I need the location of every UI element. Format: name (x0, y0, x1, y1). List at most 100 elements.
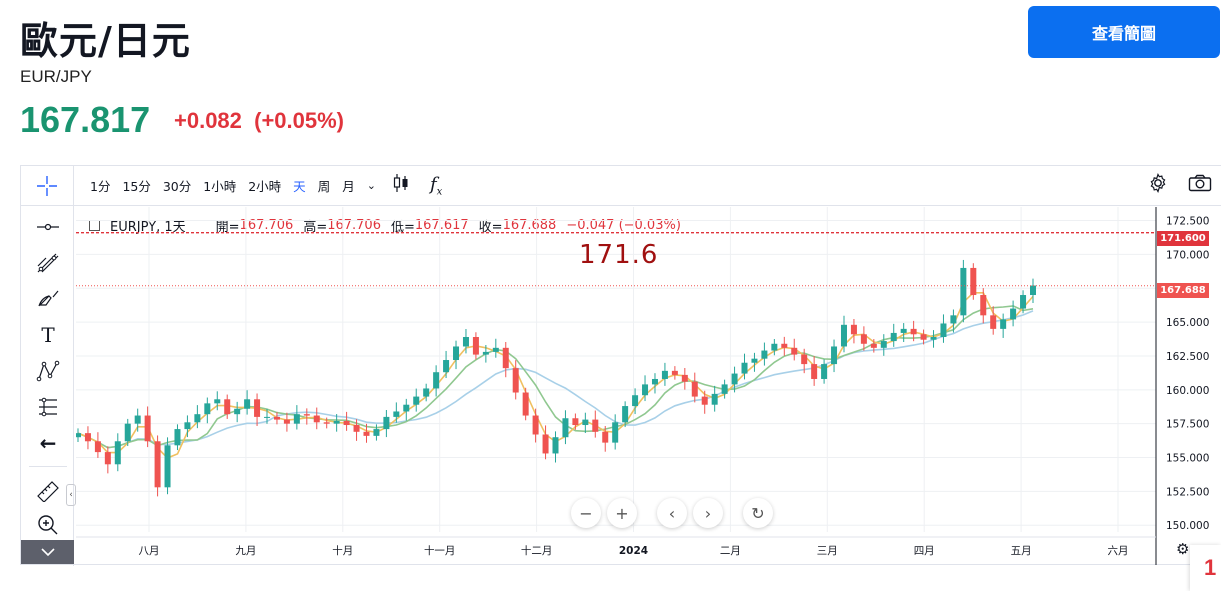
candle-body (264, 416, 271, 418)
ruler-icon[interactable] (35, 478, 61, 504)
candle-body (642, 384, 649, 396)
interval-1h[interactable]: 1小時 (203, 179, 237, 194)
last-price-tag: 167.688 (1157, 283, 1209, 298)
candle-body (930, 337, 937, 340)
candle-body (224, 399, 231, 415)
candle-body (960, 267, 967, 316)
candle-body (313, 415, 320, 423)
interval-15m[interactable]: 15分 (122, 179, 151, 194)
legend-change: −0.047 (−0.03%) (566, 218, 681, 233)
expand-handle[interactable]: ‹ (66, 484, 76, 506)
candle-body (980, 295, 987, 316)
candle-body (751, 358, 758, 363)
x-tick-label: 五月 (1011, 545, 1032, 557)
fib-tool-icon[interactable] (35, 250, 61, 276)
candle-body (433, 372, 440, 389)
price-change: +0.082 (+0.05%) (174, 108, 345, 133)
candle-body (84, 433, 91, 442)
chart-toolbar: 1分 15分 30分 1小時 2小時 天 周 月 ⌄ fx (21, 165, 1221, 206)
chevron-down-icon[interactable]: ⌄ (366, 179, 376, 192)
collapse-toolbar-button[interactable] (21, 540, 74, 564)
zoom-out-button[interactable]: − (571, 498, 601, 528)
trend-line-icon[interactable] (35, 214, 61, 240)
candle-body (1030, 285, 1036, 296)
y-tick-label: 157.500 (1166, 419, 1209, 431)
candle-body (184, 422, 191, 430)
candle-body (970, 267, 977, 296)
candle-body (791, 347, 798, 355)
x-tick-label: 2024 (619, 545, 648, 557)
gear-icon[interactable] (1138, 173, 1178, 198)
text-tool-icon[interactable]: T (41, 323, 55, 347)
candle-body (890, 332, 897, 342)
candle-body (333, 420, 340, 424)
interval-30m[interactable]: 30分 (162, 179, 192, 194)
camera-icon[interactable] (1178, 174, 1221, 197)
x-tick-label: 六月 (1108, 545, 1129, 557)
candle-body (283, 419, 290, 424)
candle-body (731, 373, 738, 385)
scroll-left-button[interactable]: ‹ (657, 498, 687, 528)
corner-badge[interactable]: 1 (1190, 545, 1221, 591)
fx-icon[interactable]: fx (429, 173, 443, 198)
candle-body (612, 422, 619, 443)
y-tick-label: 162.500 (1166, 351, 1209, 363)
candle-body (920, 334, 927, 340)
legend-symbol[interactable]: EURJPY, 1天 (110, 220, 186, 235)
prediction-icon[interactable] (35, 394, 61, 420)
candle-body (771, 343, 778, 351)
candle-body (214, 399, 221, 404)
candle-body (134, 415, 141, 424)
interval-1m[interactable]: 1分 (90, 179, 111, 194)
x-tick-label: 十二月 (521, 544, 553, 557)
interval-1d[interactable]: 天 (293, 179, 306, 194)
candle-body (831, 346, 838, 365)
candle-body (940, 323, 947, 337)
axis-settings-icon[interactable]: ⚙ (1176, 540, 1190, 558)
candle-body (373, 429, 380, 436)
legend-low: 167.617 (414, 218, 469, 233)
candle-body (870, 343, 877, 348)
candle-body (443, 360, 450, 373)
legend-high-label: 高= (303, 220, 328, 235)
brush-icon[interactable] (35, 286, 61, 312)
interval-1w[interactable]: 周 (317, 179, 331, 194)
pattern-icon[interactable] (35, 358, 61, 384)
scroll-right-button[interactable]: › (693, 498, 723, 528)
candle-body (124, 423, 131, 442)
candle-body (781, 343, 788, 348)
candle-body (721, 384, 728, 394)
y-tick-label: 172.500 (1166, 216, 1209, 228)
zoom-in-button[interactable]: + (607, 498, 637, 528)
candle-body (821, 364, 828, 379)
candle-body (393, 411, 400, 417)
legend-close: 167.688 (502, 218, 557, 233)
candle-body (114, 441, 121, 465)
candle-body (174, 429, 181, 446)
x-tick-label: 四月 (914, 545, 935, 557)
interval-2h[interactable]: 2小時 (248, 179, 282, 194)
back-arrow-icon[interactable]: ← (39, 431, 57, 455)
candle-body (492, 347, 499, 352)
candle-body (1010, 308, 1017, 320)
candlestick-icon[interactable] (382, 173, 420, 198)
candle-body (76, 433, 81, 438)
view-chart-button[interactable]: 查看簡圖 (1028, 6, 1220, 58)
candle-body (293, 414, 300, 424)
candle-body (363, 431, 370, 436)
candle-body (860, 334, 867, 344)
candle-body (303, 414, 310, 416)
candle-body (413, 396, 420, 405)
y-tick-label: 155.000 (1166, 453, 1209, 465)
candle-body (671, 370, 678, 375)
candle-body (273, 416, 280, 420)
page-title: 歐元/日元 (20, 19, 191, 63)
interval-1M[interactable]: 月 (342, 179, 355, 194)
legend-close-label: 收= (478, 220, 503, 235)
candle-body (502, 347, 509, 369)
chart-widget: 1分 15分 30分 1小時 2小時 天 周 月 ⌄ fx T (20, 165, 1221, 566)
zoom-icon[interactable] (35, 512, 61, 538)
candle-body (840, 324, 847, 347)
candle-body (522, 392, 529, 416)
reset-chart-button[interactable]: ↻ (743, 498, 773, 528)
